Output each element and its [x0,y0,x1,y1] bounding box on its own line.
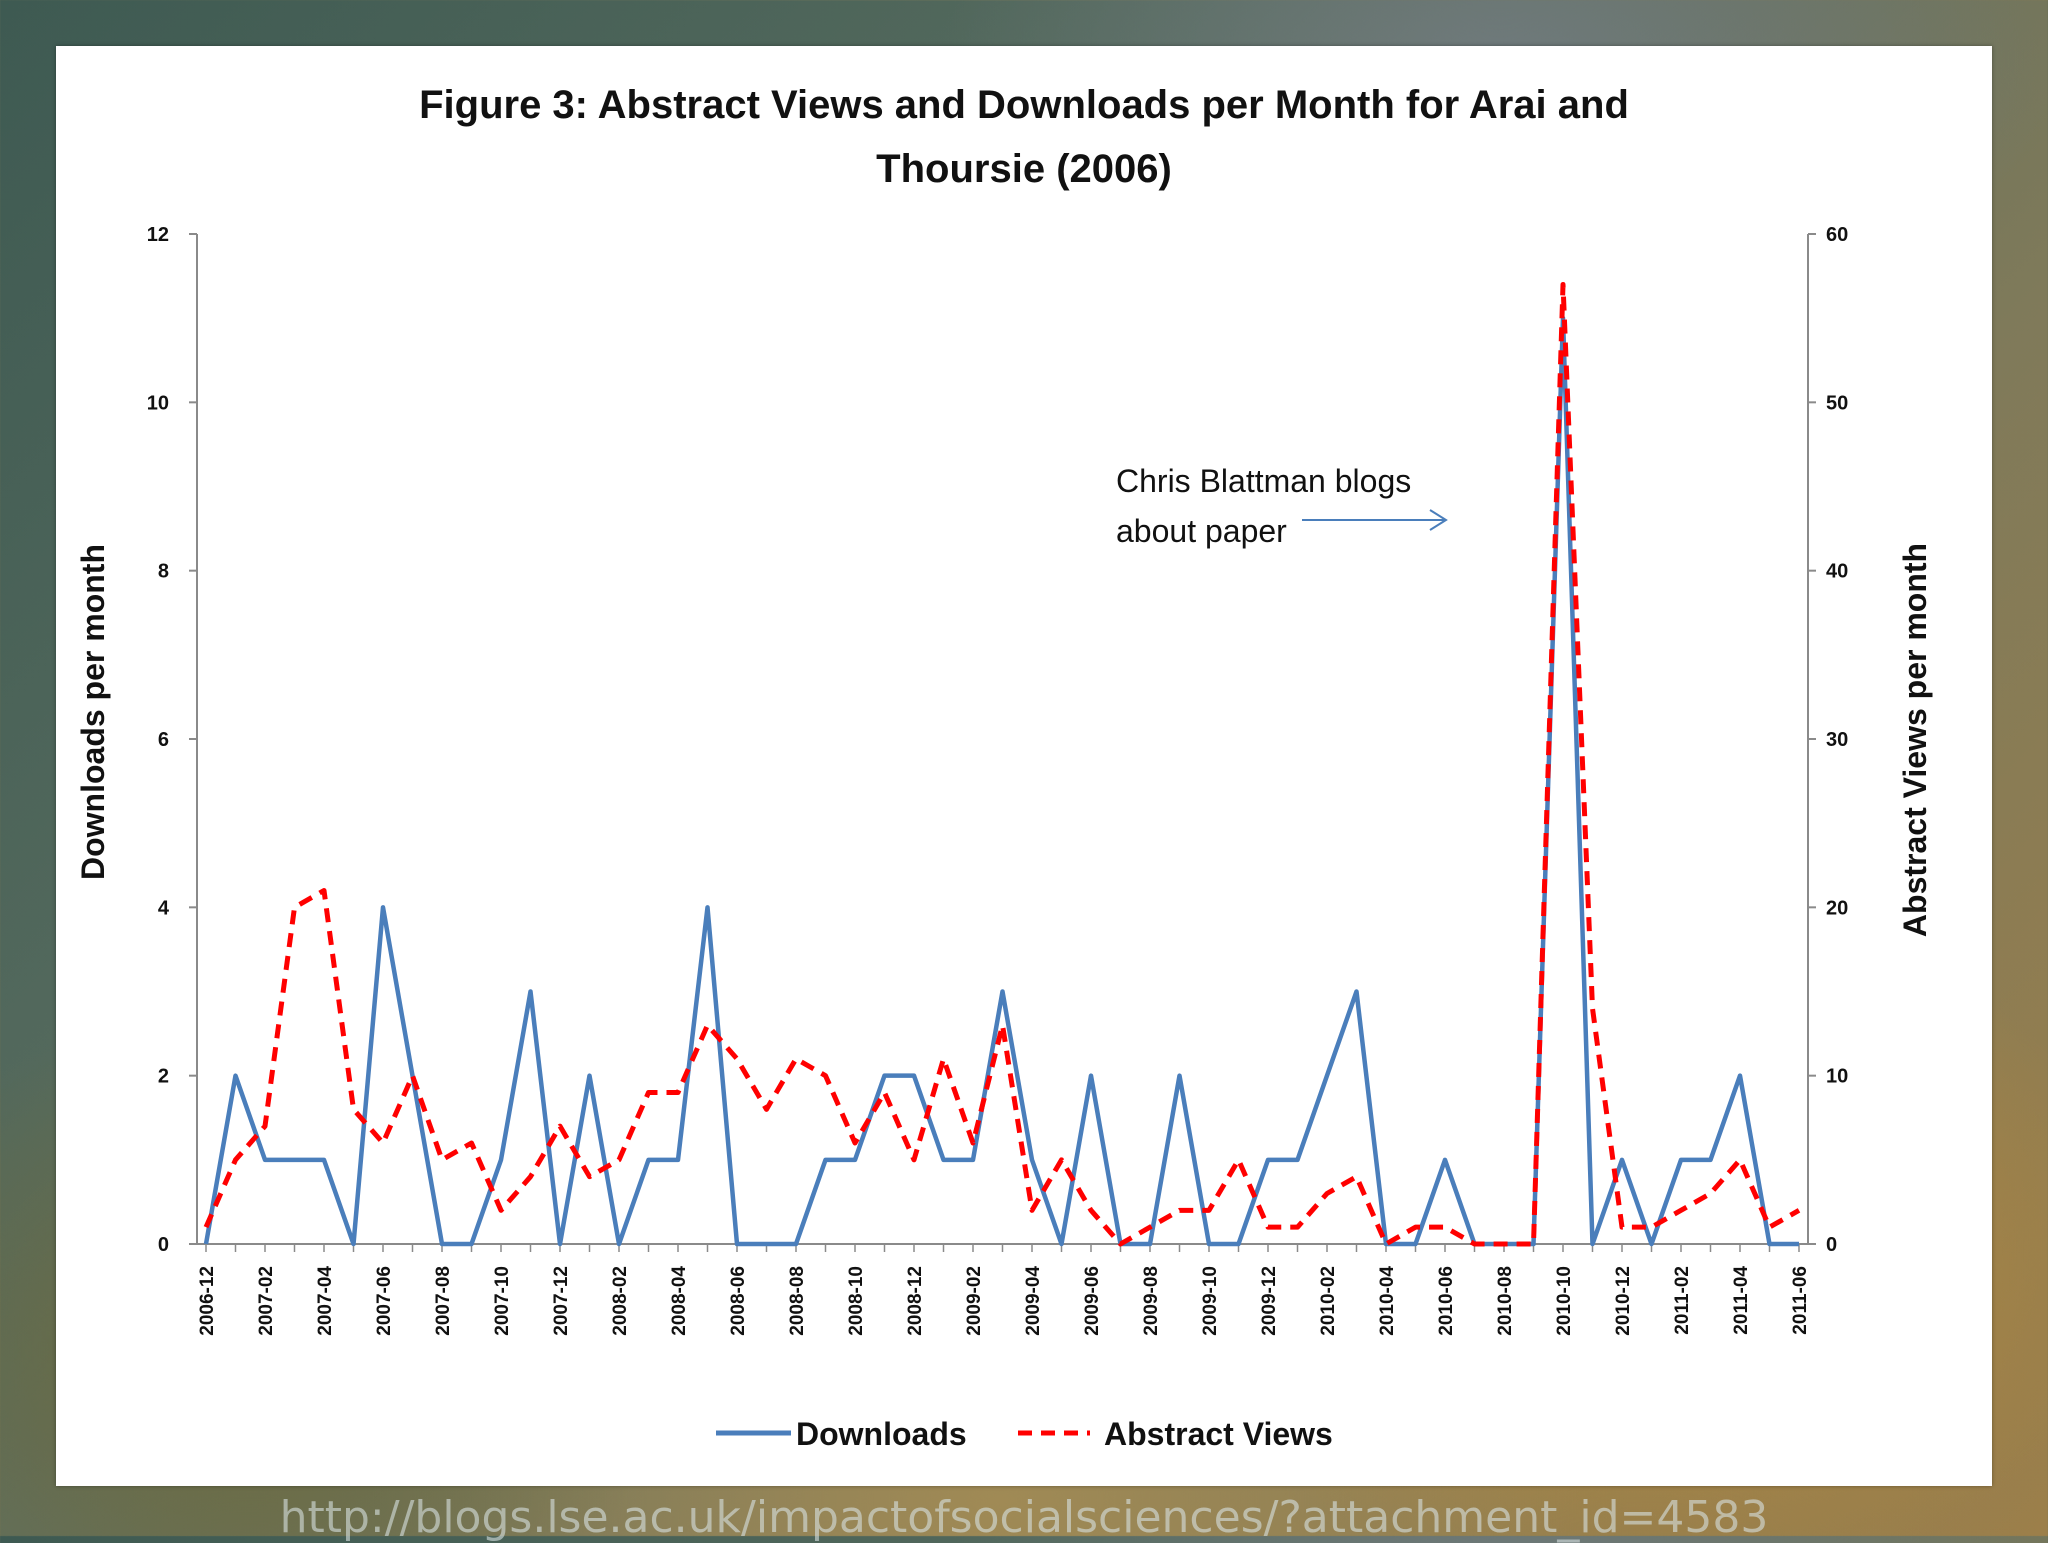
series-line-downloads [203,315,1799,1247]
left-tick-label: 8 [158,561,169,583]
left-tick-label: 12 [147,224,169,246]
legend-label-abstract-views: Abstract Views [1104,1416,1333,1452]
x-tick-label: 2010-10 [1554,1266,1575,1336]
x-tick-label: 2011-02 [1672,1266,1693,1335]
left-tick-label: 0 [158,1234,169,1256]
x-tick-label: 2007-04 [315,1266,336,1336]
source-url-caption: http://blogs.lse.ac.uk/impactofsocialsci… [279,1492,1769,1543]
x-tick-label: 2008-02 [610,1266,631,1336]
right-tick-label: 10 [1826,1066,1848,1088]
x-tick-label: 2010-08 [1495,1266,1516,1336]
series-line-abstract-views [203,282,1801,1247]
right-axis-label: Abstract Views per month [1897,543,1933,937]
chart-title-line2: Thoursie (2006) [876,147,1172,191]
x-axis-ticks: 2006-12 2007-02 2007-04 2007-06 2007-08 2007-… [197,1244,1811,1336]
x-tick-label: 2006-12 [197,1266,218,1336]
series-group [203,282,1801,1247]
chart: Figure 3: Abstract Views and Downloads p… [75,83,1933,1452]
x-tick-label: 2007-12 [551,1266,572,1336]
right-axis-ticks: 0 10 20 30 40 50 60 [1808,224,1848,1256]
right-tick-label: 0 [1826,1234,1837,1256]
annotation-line2: about paper [1116,513,1287,549]
left-tick-label: 4 [158,897,170,919]
x-tick-label: 2010-02 [1318,1266,1339,1336]
x-tick-label: 2010-04 [1377,1266,1398,1336]
x-tick-label: 2007-02 [256,1266,277,1336]
x-tick-label: 2009-04 [1023,1266,1044,1336]
right-tick-label: 30 [1826,729,1848,751]
x-tick-label: 2007-10 [492,1266,513,1336]
chart-frame: Figure 3: Abstract Views and Downloads p… [56,46,1992,1486]
left-tick-label: 2 [158,1066,169,1088]
x-tick-label: 2010-06 [1436,1266,1457,1336]
right-tick-label: 20 [1826,897,1848,919]
right-tick-label: 60 [1826,224,1848,246]
x-tick-label: 2008-04 [669,1266,690,1336]
left-tick-label: 10 [147,392,169,414]
x-tick-label: 2009-02 [964,1266,985,1336]
annotation-line1: Chris Blattman blogs [1116,463,1411,499]
x-tick-label: 2011-04 [1731,1266,1752,1335]
chart-title-line1: Figure 3: Abstract Views and Downloads p… [419,83,1629,127]
x-tick-label: 2010-12 [1613,1266,1634,1336]
left-axis-label: Downloads per month [75,544,111,880]
annotation-arrow [1302,509,1448,531]
left-tick-label: 6 [158,729,169,751]
x-tick-label: 2009-08 [1141,1266,1162,1336]
x-tick-label: 2009-06 [1082,1266,1103,1336]
x-tick-label: 2009-12 [1259,1266,1280,1336]
left-axis-ticks: 0 2 4 6 8 10 12 [147,224,197,1256]
x-tick-label: 2007-08 [433,1266,454,1336]
x-tick-label: 2008-08 [787,1266,808,1336]
x-tick-label: 2008-06 [728,1266,749,1336]
right-tick-label: 40 [1826,561,1848,583]
legend-label-downloads: Downloads [796,1416,967,1452]
right-tick-label: 50 [1826,392,1848,414]
legend: Downloads Abstract Views [716,1416,1333,1452]
x-tick-label: 2008-12 [905,1266,926,1336]
x-tick-label: 2009-10 [1200,1266,1221,1336]
x-tick-label: 2008-10 [846,1266,867,1336]
x-tick-label: 2007-06 [374,1266,395,1336]
x-tick-label: 2011-06 [1790,1266,1811,1335]
